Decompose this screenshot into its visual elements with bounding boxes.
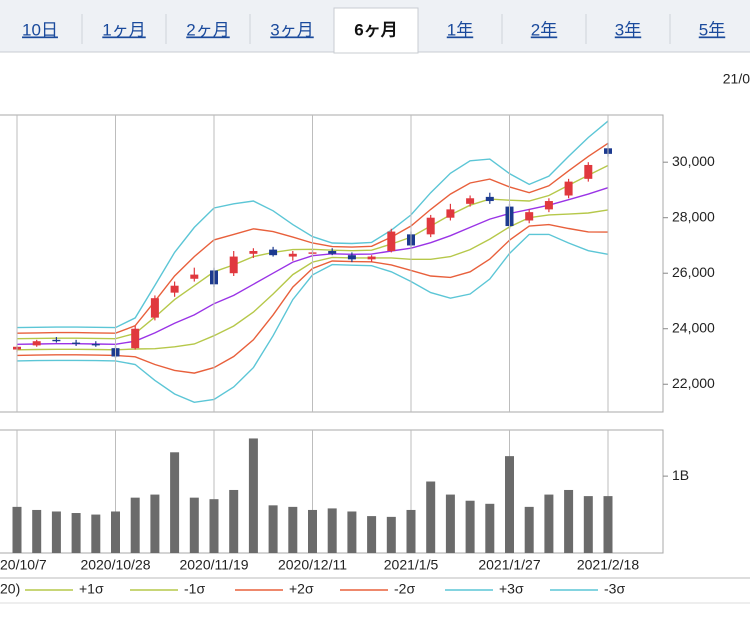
candle-body [52,339,61,342]
candle-body [269,249,278,256]
legend-label: +2σ [289,581,314,597]
volume-bar [465,500,475,553]
candle-body [288,253,297,257]
volume-bar [347,511,357,553]
volume-bar [367,516,377,553]
tab[interactable]: 5年 [699,20,725,39]
tab[interactable]: 10日 [22,20,58,39]
volume-bar [209,499,219,553]
volume-bar [386,516,396,553]
legend-label: +1σ [79,581,104,597]
volume-bar [248,438,258,553]
candle-body [485,196,494,202]
candle-body [544,201,553,210]
tab[interactable]: 2年 [531,20,557,39]
volume-bar [426,481,436,553]
volume-bar [406,509,416,553]
candle-body [446,209,455,218]
volume-bar [564,489,574,553]
volume-bar [32,509,42,553]
date-label: 21/0 [723,71,750,87]
legend-label: -3σ [604,581,625,597]
candle-body [170,285,179,293]
legend-label: 20) [0,581,20,597]
volume-bar [308,509,317,553]
legend-label: -2σ [394,581,415,597]
candle-body [466,198,475,204]
legend-label: -1σ [184,581,205,597]
x-tick-label: 2021/2/18 [577,557,639,573]
candle-body [426,217,435,235]
price-plot-frame [0,114,664,413]
volume-bar [229,489,239,553]
volume-bar [288,506,298,553]
candle-body [367,256,376,260]
candle-body [525,212,534,221]
volume-bar [130,497,140,553]
volume-bar [268,505,278,553]
x-tick-label: 2020/11/19 [179,557,248,573]
volume-bar [505,456,514,553]
y-tick-label: 1B [672,467,689,483]
tab[interactable]: 1ヶ月 [102,20,145,39]
y-tick-label: 22,000 [672,375,715,391]
volume-bar [189,497,199,553]
x-tick-label: 2020/10/28 [80,557,150,573]
volume-bar [445,494,455,553]
y-tick-label: 28,000 [672,208,715,224]
volume-bar [524,506,534,553]
volume-bar [12,506,22,553]
tab[interactable]: 1年 [447,20,473,39]
x-tick-label: 2020/12/11 [278,557,347,573]
volume-bar [603,496,613,553]
candle-body [150,298,159,318]
candle-body [32,341,41,346]
y-tick-label: 30,000 [672,153,715,169]
tab-selected [333,7,419,54]
y-tick-label: 24,000 [672,319,715,335]
candle-body [91,343,100,346]
candle-body [249,251,258,254]
tab[interactable]: 3年 [615,20,641,39]
volume-bar [150,494,160,553]
volume-bar [583,496,593,553]
candle-body [190,274,199,279]
x-tick-label: 2021/1/27 [478,557,540,573]
volume-bar [51,511,61,553]
candle-body [347,255,356,260]
volume-bar [111,511,120,553]
tab[interactable]: 6ヶ月 [354,20,397,39]
candle-body [584,164,593,179]
candle-body [387,231,396,252]
volume-bar [544,494,554,553]
volume-bar [327,508,337,553]
tab[interactable]: 3ヶ月 [270,20,313,39]
volume-bar [71,513,81,553]
y-tick-label: 26,000 [672,264,715,280]
candle-body [229,256,238,274]
x-tick-label: 2021/1/5 [384,557,439,573]
candle-body [72,342,81,344]
legend-label: +3σ [499,581,524,597]
candle-body [564,181,573,196]
candle-body [328,251,337,254]
tab[interactable]: 2ヶ月 [186,20,229,39]
volume-bar [91,514,101,553]
x-tick-label: 20/10/7 [0,557,47,573]
candle-body [131,328,140,349]
volume-bar [170,452,180,553]
volume-bar [485,503,495,553]
